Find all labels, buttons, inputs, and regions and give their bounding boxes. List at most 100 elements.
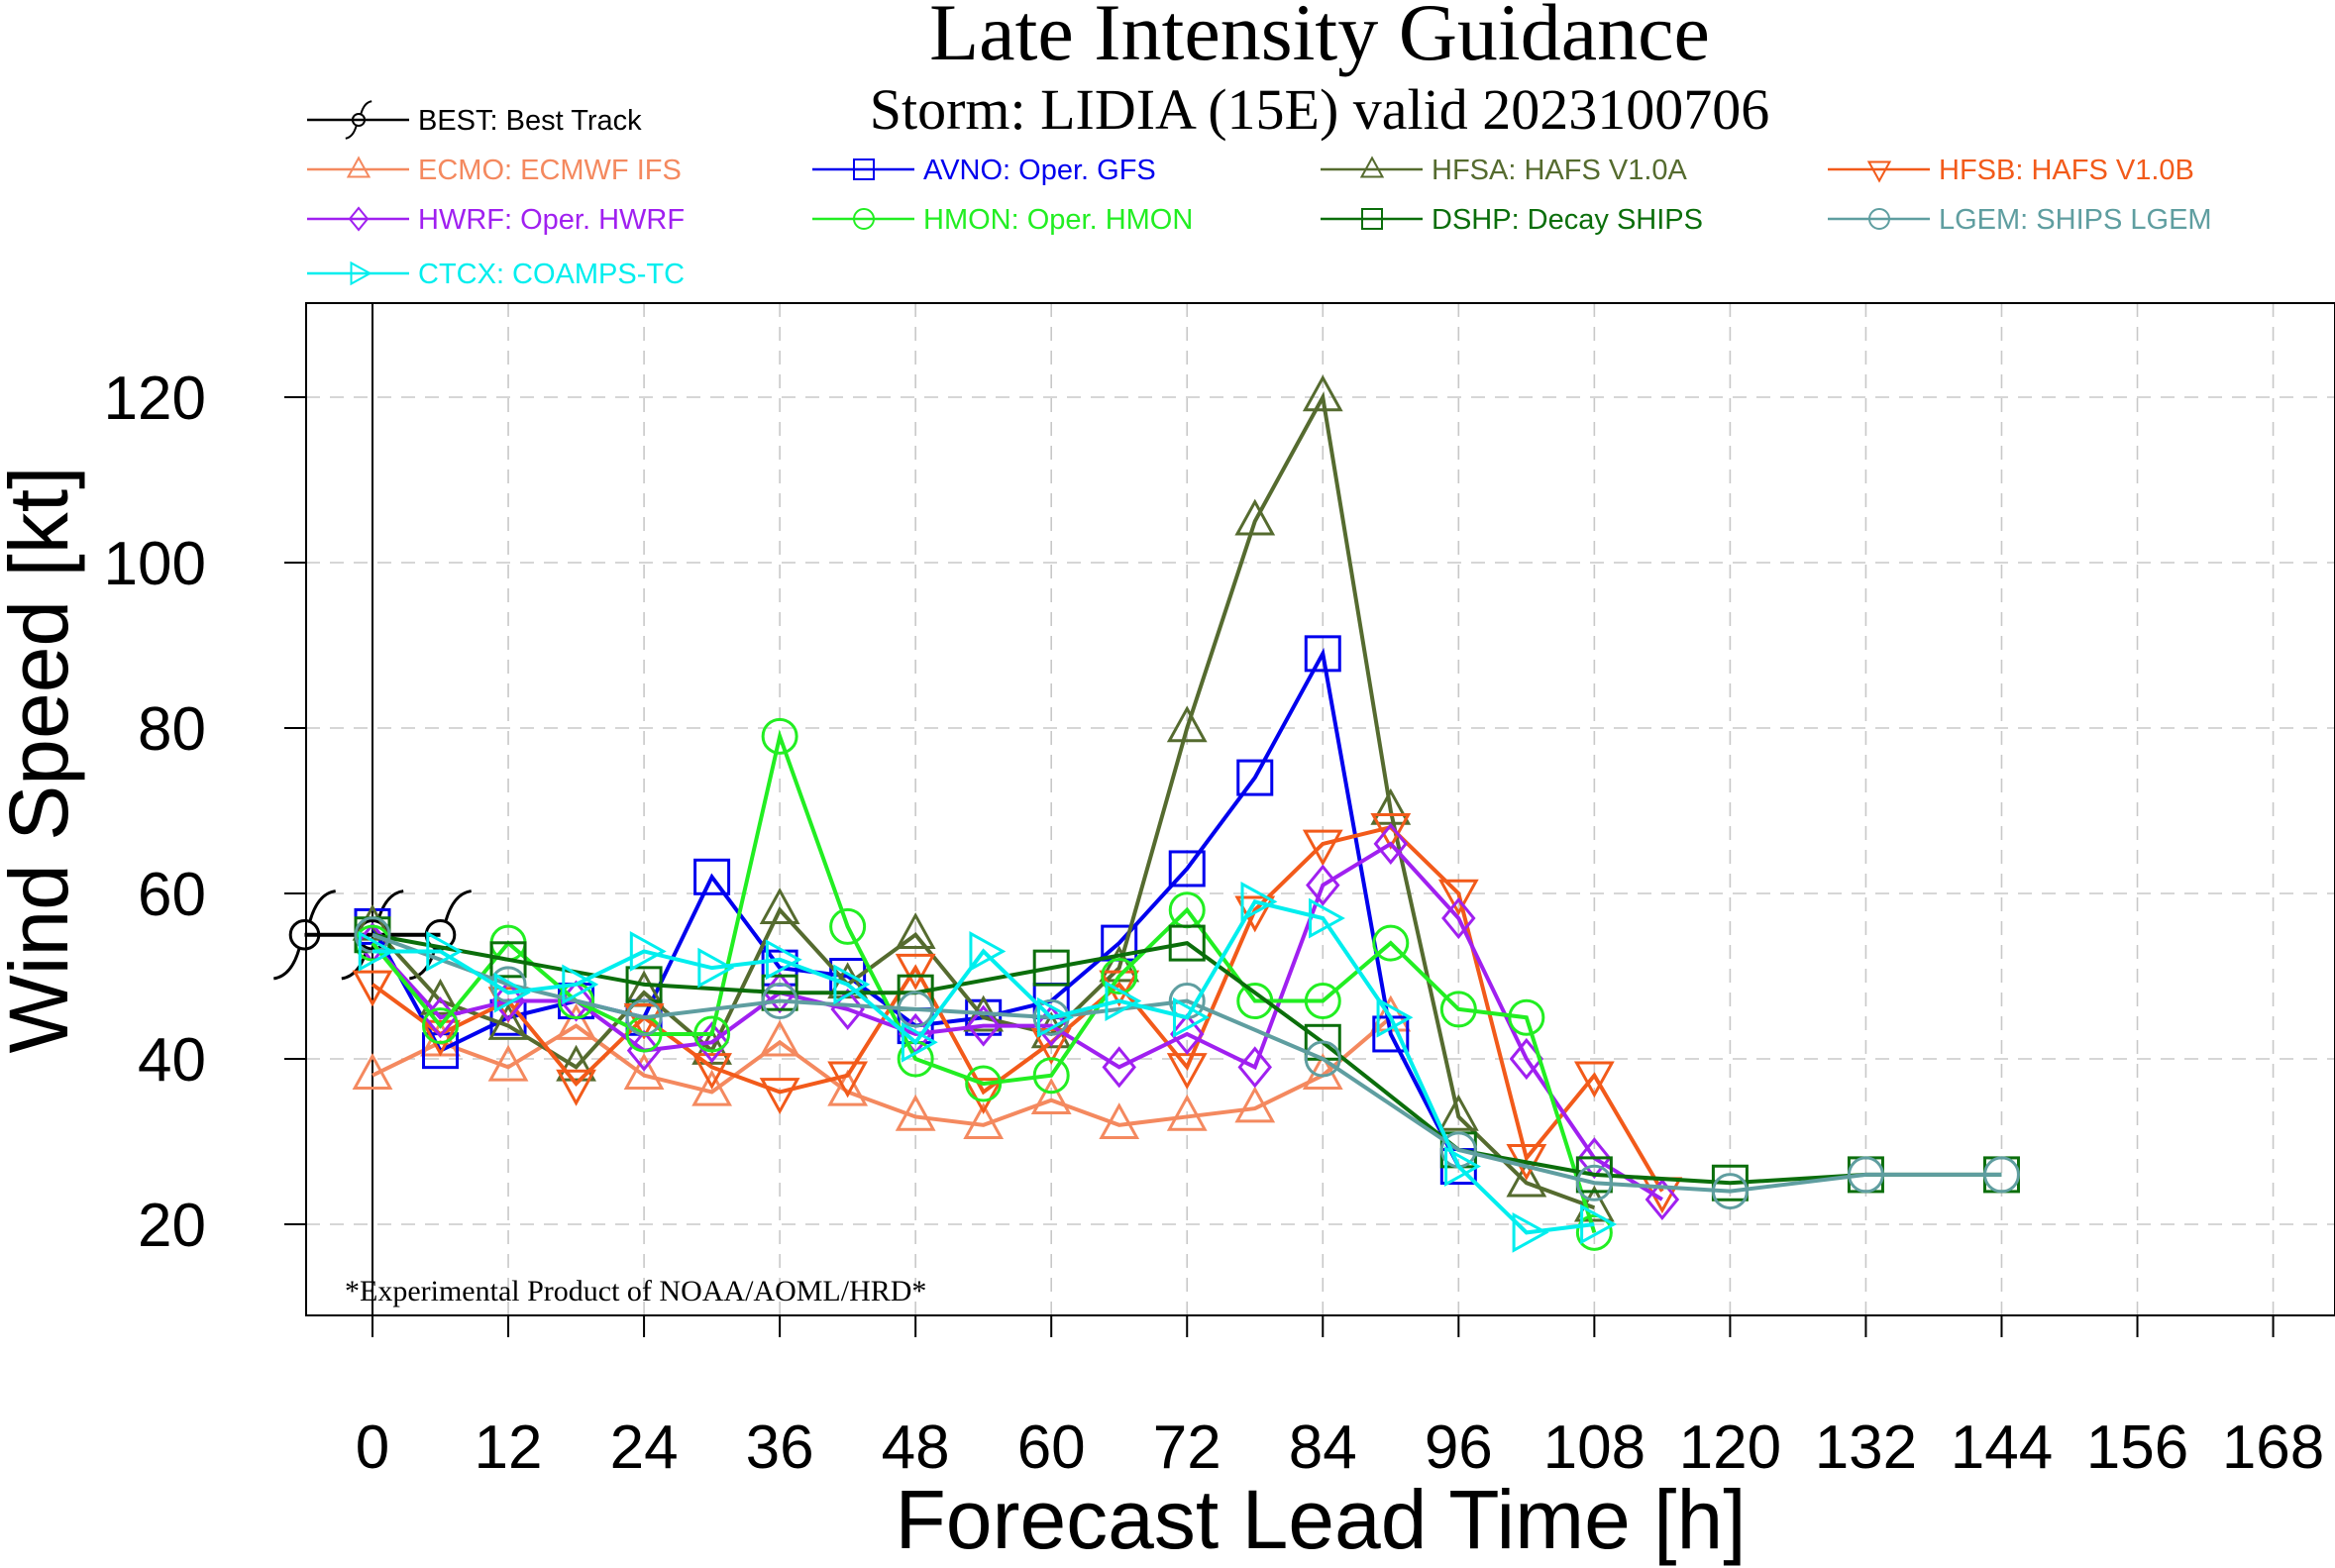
data-point [1508, 998, 1545, 1036]
hurricane-eye [351, 112, 367, 128]
legend-label: HMON: Oper. HMON [923, 204, 1193, 236]
data-point [1359, 156, 1385, 178]
data-point [556, 1069, 596, 1106]
data-point [827, 1069, 869, 1106]
data-point [966, 1004, 1001, 1047]
hurricane-symbol [345, 100, 372, 140]
x-tick-label: 72 [1153, 1413, 1221, 1482]
data-point [625, 998, 663, 1036]
data-point [1866, 160, 1892, 183]
footnote: *Experimental Product of NOAA/AOML/HRD* [345, 1275, 926, 1307]
data-point [1506, 1160, 1547, 1198]
legend-label: HFSB: HAFS V1.0B [1939, 155, 2194, 186]
data-point [691, 1053, 732, 1091]
data-point [1370, 812, 1412, 850]
series-line [371, 932, 2002, 1186]
data-point [1441, 896, 1476, 940]
y-tick-label: 100 [104, 530, 206, 598]
data-point [963, 1078, 1005, 1115]
data-point [1575, 1164, 1613, 1202]
data-point [1373, 822, 1409, 865]
data-point [1166, 705, 1208, 743]
legend-label: AVNO: Oper. GFS [923, 155, 1156, 186]
data-point [420, 978, 461, 1015]
data-point [691, 1069, 732, 1106]
data-point [348, 206, 370, 232]
data-point [346, 156, 371, 178]
data-point [352, 1053, 393, 1090]
hurricane-arm [444, 889, 473, 923]
legend-label: HFSA: HAFS V1.0A [1432, 155, 1688, 186]
data-point [1711, 1173, 1749, 1210]
y-axis-label: Wind Speed [kt] [0, 467, 85, 1054]
data-point [1099, 1102, 1140, 1140]
legend-item: AVNO: Oper. GFS [812, 155, 1156, 186]
legend: BEST: Best Track ECMO: ECMWF IFS AVNO: Ope… [307, 100, 2212, 290]
data-point [489, 941, 527, 979]
legend-label: DSHP: Decay SHIPS [1432, 204, 1703, 236]
x-tick-label: 36 [746, 1413, 814, 1482]
data-point [1236, 983, 1274, 1020]
legend-item: HWRF: Oper. HWRF [307, 204, 685, 236]
x-tick-label: 108 [1543, 1413, 1645, 1482]
data-point [1512, 1211, 1549, 1253]
data-point [1102, 1046, 1136, 1089]
series-line [371, 932, 2002, 1194]
x-tick-label: 120 [1679, 1413, 1781, 1482]
y-tick-label: 120 [104, 365, 206, 433]
data-point [352, 970, 393, 1007]
data-point [1170, 1012, 1205, 1056]
series-ctcx [358, 881, 1618, 1253]
plot-frame [305, 302, 2335, 1316]
x-tick-label: 60 [1017, 1413, 1086, 1482]
hurricane-arm [360, 100, 372, 115]
x-tick-label: 24 [610, 1413, 679, 1482]
series-line [371, 390, 1596, 1210]
y-tick-label: 40 [138, 1026, 206, 1095]
hurricane-symbol [272, 889, 336, 981]
data-point [1237, 1046, 1272, 1089]
data-point [1168, 850, 1206, 888]
x-tick-label: 84 [1289, 1413, 1357, 1482]
data-point [1240, 881, 1278, 922]
data-point [493, 972, 531, 1013]
data-point [965, 1065, 1003, 1102]
data-point [1306, 864, 1340, 906]
series-hmon [354, 717, 1613, 1251]
data-point [422, 1007, 460, 1045]
y-tick-label: 80 [138, 695, 206, 764]
data-point [853, 208, 875, 230]
data-point [1580, 1203, 1618, 1245]
x-tick-label: 96 [1425, 1413, 1493, 1482]
series-layer [272, 374, 2020, 1253]
data-point [1032, 1057, 1070, 1095]
data-point [562, 964, 599, 1005]
data-point [1304, 635, 1341, 673]
data-point [1302, 829, 1343, 867]
data-point [420, 1019, 461, 1057]
x-tick-label: 168 [2222, 1413, 2324, 1482]
series-hfsb [352, 812, 1683, 1214]
data-point [827, 1061, 869, 1098]
y-tick-label: 60 [138, 861, 206, 929]
legend-item: DSHP: Decay SHIPS [1321, 204, 1703, 236]
data-point [1304, 983, 1341, 1020]
data-point [1236, 759, 1274, 796]
data-point [1372, 924, 1410, 962]
hurricane-arm [272, 947, 301, 981]
data-point [1166, 1094, 1208, 1131]
data-point [556, 1044, 596, 1082]
data-point [1036, 996, 1074, 1038]
legend-item: LGEM: SHIPS LGEM [1828, 204, 2212, 236]
grid [306, 303, 2335, 1315]
data-point [1376, 996, 1414, 1038]
legend-label: BEST: Best Track [418, 105, 642, 137]
chart-subtitle: Storm: LIDIA (15E) valid 2023100706 [870, 77, 1770, 142]
data-point [693, 1015, 731, 1053]
series-line [371, 824, 1664, 1193]
data-point [759, 1019, 800, 1057]
data-point [1444, 1146, 1481, 1187]
legend-label: CTCX: COAMPS-TC [418, 259, 685, 290]
data-point [1099, 945, 1140, 983]
data-point [1101, 958, 1138, 994]
